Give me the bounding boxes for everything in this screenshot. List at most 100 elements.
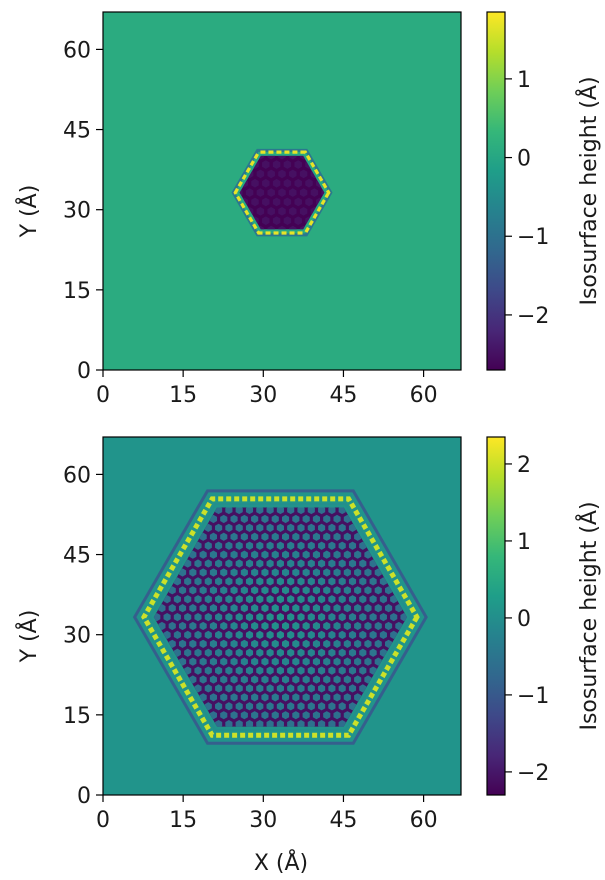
lattice-hole [305,197,313,207]
lattice-hole [245,630,254,640]
lattice-hole [354,657,362,666]
lattice-hole [168,621,176,631]
y-tick-label: 60 [63,463,91,488]
x-tick-label: 60 [410,383,438,408]
lattice-hole [318,666,326,675]
colorbar-tick-label: 1 [517,68,531,93]
lattice-hole [328,559,336,568]
lattice-hole [251,693,259,702]
lattice-hole [359,630,367,640]
axes: 0 15 30 45 60 0 15 30 45 60 [63,436,462,833]
lattice-hole [245,666,254,675]
lattice-hole [240,711,248,720]
lattice-hole [204,666,212,675]
lattice-hole [302,514,310,524]
x-tick-label: 60 [410,808,438,833]
lattice-hole [256,684,264,693]
lattice-hole [261,586,269,595]
lattice-hole [312,568,321,577]
lattice-hole [235,559,243,568]
colorbar-tick-label: −2 [517,761,549,786]
lattice-hole [225,541,233,550]
lattice-hole [379,595,387,604]
lattice-hole [287,648,295,657]
lattice-hole [287,702,295,711]
lattice-hole [297,507,305,515]
lattice-hole [271,550,279,559]
lattice-hole [307,630,315,640]
lattice-hole [225,702,233,711]
x-tick-label: 0 [96,383,110,408]
lattice-hole [251,711,259,720]
lattice-hole [297,648,305,657]
lattice-hole [338,541,346,550]
lattice-hole [199,621,207,631]
lattice-hole [307,559,315,568]
lattice-hole [194,559,202,568]
lattice-hole [292,621,300,631]
lattice-hole [354,621,362,631]
lattice-hole [333,550,341,559]
lattice-hole [343,639,351,648]
lattice-hole [215,702,223,711]
lattice-hole [272,160,281,169]
lattice-hole [289,206,297,216]
lattice-hole [184,577,192,586]
lattice-hole [369,577,377,586]
lattice-hole [359,577,367,586]
lattice-hole [240,657,248,666]
lattice-hole [245,507,254,515]
lattice-hole [235,684,243,693]
lattice-hole [283,197,292,207]
lattice-hole [276,630,284,640]
lattice-hole [256,702,264,711]
lattice-hole [302,657,310,666]
lattice-hole [256,630,264,640]
lattice-hole [184,648,192,657]
lattice-hole [256,595,264,604]
lattice-hole [318,630,326,640]
lattice-hole [281,532,290,541]
lattice-hole [240,621,248,631]
lattice-hole [297,577,305,586]
lattice-hole [338,684,346,693]
lattice-hole [189,657,197,666]
lattice-hole [215,612,223,622]
ripple-ring [231,148,333,237]
lattice-hole [230,711,238,720]
lattice-hole [283,216,292,225]
lattice-hole [299,206,308,216]
lattice-hole [199,639,207,648]
lattice-hole [302,586,310,595]
lattice-hole [230,550,238,559]
lattice-hole [281,657,290,666]
lattice-hole [333,568,341,577]
lattice-hole [225,612,233,622]
lattice-hole [251,514,259,524]
lattice-hole [333,711,341,720]
lattice-hole [318,612,326,622]
lattice-hole [266,702,274,711]
lattice-hole [328,648,336,657]
colorbar-gradient [486,11,506,371]
lattice-hole [261,568,269,577]
lattice-hole [240,586,248,595]
lattice-hole [266,630,274,640]
lattice-hole [266,648,274,657]
lattice-hole [302,604,310,613]
lattice-hole [199,604,207,613]
lattice-hole [189,604,197,613]
lattice-hole [262,160,270,169]
lattice-hole [204,612,212,622]
lattice-hole [245,684,254,693]
lattice-hole [220,514,228,524]
lattice-hole [312,550,321,559]
lattice-hole [235,630,243,640]
lattice-hole [276,507,284,515]
lattice-hole [189,621,197,631]
lattice-hole [272,197,281,207]
lattice-hole [204,648,212,657]
lattice-hole [354,586,362,595]
lattice-hole [184,612,192,622]
lattice-hole [292,711,300,720]
